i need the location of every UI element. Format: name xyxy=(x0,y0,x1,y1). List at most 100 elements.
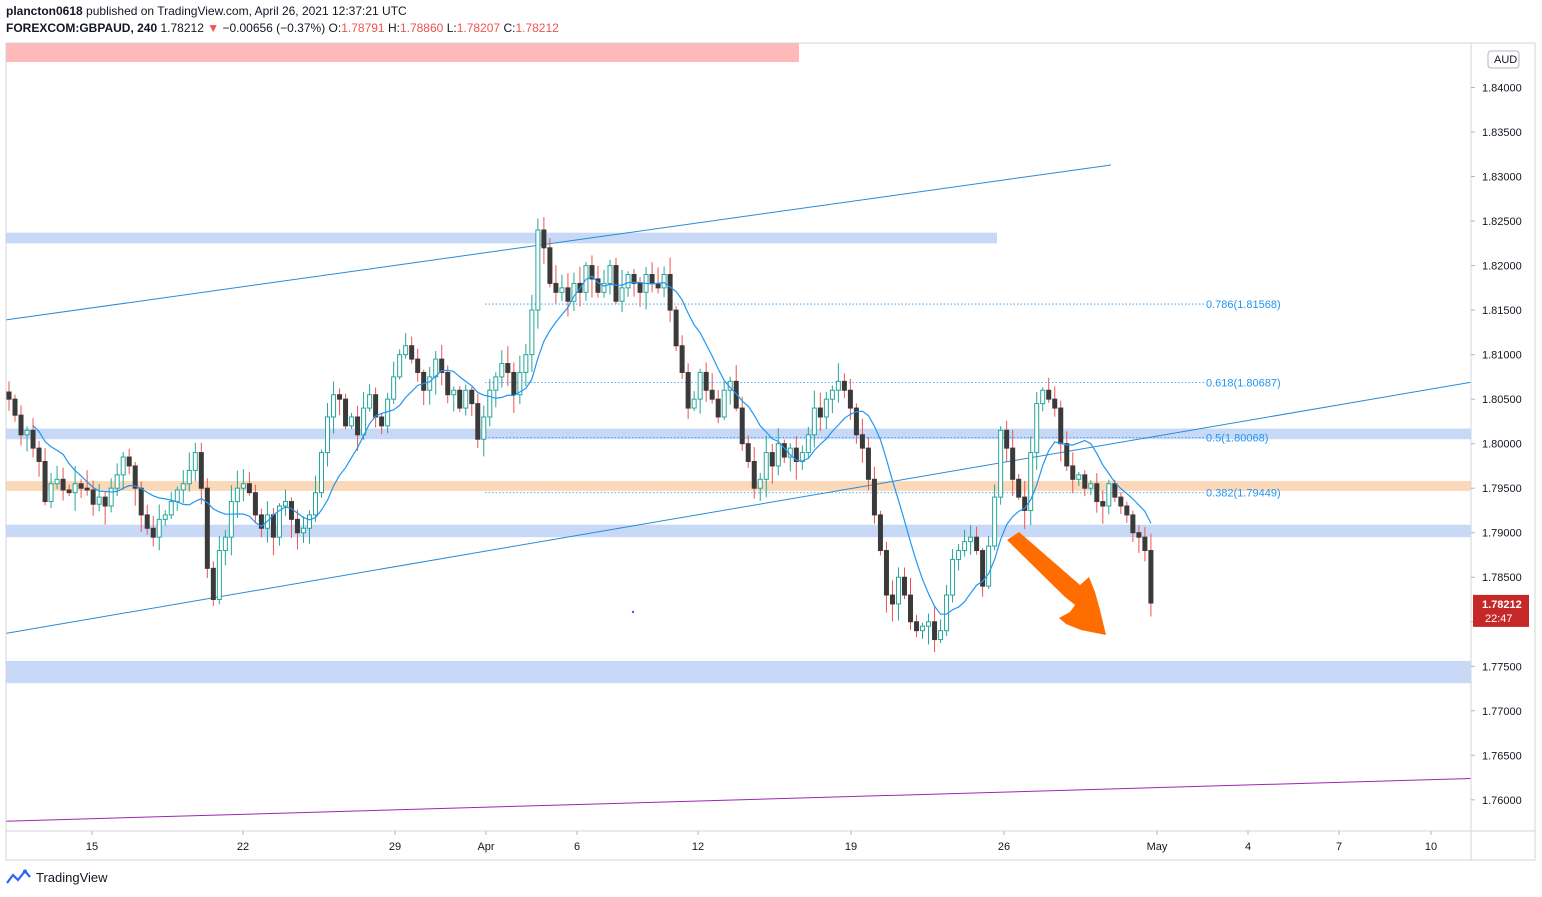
candle-body xyxy=(24,429,30,436)
candle-body xyxy=(847,389,853,409)
close-label: C: xyxy=(503,21,516,35)
low-value: 1.78207 xyxy=(456,21,501,35)
candle-body xyxy=(1100,501,1106,507)
candle-body xyxy=(950,558,956,596)
footer-brand[interactable]: TradingView xyxy=(6,869,108,885)
currency-badge-box[interactable] xyxy=(1487,50,1520,69)
candle-body xyxy=(1052,398,1058,409)
y-tick-label: 1.76500 xyxy=(1482,750,1522,762)
candle-body xyxy=(968,536,974,543)
candle-body xyxy=(120,456,126,476)
candle-body xyxy=(78,483,84,489)
candle-body xyxy=(992,496,998,547)
publisher-line: plancton0618 published on TradingView.co… xyxy=(6,3,559,20)
candle-body xyxy=(325,416,331,454)
candle-body xyxy=(234,487,240,503)
candle-body xyxy=(901,576,907,596)
candle-body xyxy=(132,465,138,489)
candle-body xyxy=(349,416,355,427)
candle-body xyxy=(1076,474,1082,480)
candle-body xyxy=(102,496,108,507)
candle-body xyxy=(493,376,499,391)
candle-body xyxy=(475,403,481,440)
candle-body xyxy=(673,309,679,347)
candle-body xyxy=(517,371,523,396)
y-tick-label: 1.83000 xyxy=(1482,172,1522,184)
candle-body xyxy=(282,501,288,507)
candle-body xyxy=(607,265,613,284)
candle-body xyxy=(1142,536,1148,552)
y-tick-label: 1.77000 xyxy=(1482,706,1522,718)
candle-body xyxy=(252,492,258,516)
y-tick-label: 1.77500 xyxy=(1482,661,1522,673)
candle-body xyxy=(865,447,871,480)
candle-body xyxy=(174,489,180,503)
candle-body xyxy=(457,389,463,409)
y-tick-label: 1.79000 xyxy=(1482,528,1522,540)
candle-body xyxy=(661,274,667,289)
candle-body xyxy=(463,389,469,409)
candle-body xyxy=(499,363,505,378)
candle-body xyxy=(938,630,944,641)
candle-body xyxy=(487,389,493,418)
chart-frame xyxy=(5,42,1536,861)
candle-body xyxy=(895,576,901,605)
candle-body xyxy=(198,452,204,489)
author-link[interactable]: plancton0618 xyxy=(6,4,83,18)
candle-body xyxy=(294,518,300,534)
symbol-label[interactable]: FOREXCOM:GBPAUD, 240 xyxy=(6,21,158,35)
candle-body xyxy=(6,391,12,400)
published-text: published on TradingView.com, April 26, … xyxy=(86,4,407,18)
trendline-lower xyxy=(5,381,1472,634)
candle-body xyxy=(180,483,186,491)
y-tick-label: 1.80500 xyxy=(1482,394,1522,406)
candle-body xyxy=(775,443,781,467)
candle-body xyxy=(817,407,823,418)
y-tick-label: 1.83500 xyxy=(1482,127,1522,139)
projection-arrow-icon xyxy=(1007,532,1106,635)
y-tick-label: 1.80000 xyxy=(1482,439,1522,451)
candle-body xyxy=(1136,532,1142,538)
candle-body xyxy=(210,567,216,600)
candle-body xyxy=(204,487,210,569)
candle-body xyxy=(763,452,769,480)
x-tick-label: 15 xyxy=(86,841,98,853)
x-tick-label: 4 xyxy=(1245,841,1251,853)
candle-body xyxy=(1046,389,1052,400)
candle-body xyxy=(649,274,655,284)
candle-body xyxy=(258,514,264,529)
candle-body xyxy=(445,371,451,396)
candle-body xyxy=(1082,474,1088,489)
x-tick-label: 19 xyxy=(845,841,857,853)
candle-body xyxy=(529,309,535,356)
ohlc-line: FOREXCOM:GBPAUD, 240 1.78212 ▼ −0.00656 … xyxy=(6,20,559,37)
candle-body xyxy=(319,452,325,494)
fib-label: 0.618(1.80687) xyxy=(1206,378,1281,390)
candle-body xyxy=(1040,389,1046,405)
candle-body xyxy=(60,478,66,491)
candle-body xyxy=(751,460,757,489)
candle-body xyxy=(805,434,811,454)
candle-body xyxy=(270,514,276,538)
candle-body xyxy=(54,478,60,485)
currency-badge[interactable]: AUD xyxy=(1487,50,1520,69)
candle-body xyxy=(1118,496,1124,507)
candle-body xyxy=(859,434,865,449)
fib-label: 0.786(1.81568) xyxy=(1206,299,1281,311)
candle-body xyxy=(216,550,222,600)
candle-body xyxy=(1130,514,1136,534)
candle-body xyxy=(36,447,42,462)
candle-body xyxy=(505,363,511,373)
fib-label: 0.382(1.79449) xyxy=(1206,488,1281,500)
candle-body xyxy=(192,452,198,471)
candle-body xyxy=(595,278,601,293)
candle-body xyxy=(1094,483,1100,503)
candle-body xyxy=(571,282,577,302)
high-value: 1.78860 xyxy=(399,21,444,35)
candle-body xyxy=(222,536,228,552)
candle-body xyxy=(853,407,859,436)
candle-body xyxy=(126,456,132,467)
y-tick-label: 1.78500 xyxy=(1482,572,1522,584)
candle-body xyxy=(589,265,595,280)
